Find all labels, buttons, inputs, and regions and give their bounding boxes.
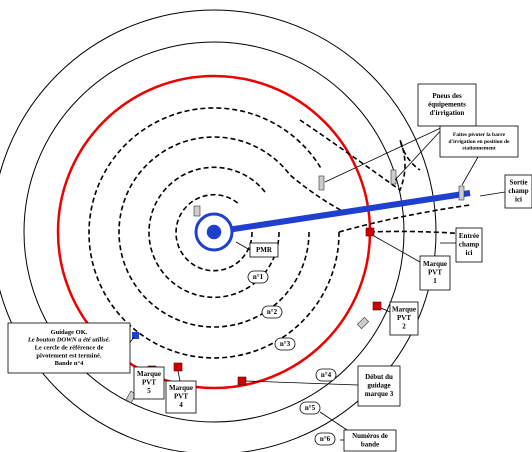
pivot-center (205, 223, 223, 241)
band-path (118, 136, 351, 328)
reference-mark (132, 332, 139, 339)
band-label-box (314, 432, 336, 446)
callout-text: ici (515, 196, 522, 204)
callout-text: 5 (147, 387, 151, 395)
callout-text: Début du (365, 373, 393, 381)
callout-text: Numéros de (352, 432, 388, 440)
callout-text: d'irrigation en position de (449, 139, 511, 145)
callout-text: champ (508, 187, 528, 195)
callout-text: Pneus des (432, 92, 462, 100)
pvt-mark (173, 362, 183, 372)
pmr-box (249, 242, 279, 258)
callout-box (417, 83, 477, 127)
leader-line (394, 125, 446, 181)
callout-box (389, 301, 419, 336)
leader-line (461, 156, 479, 186)
pvt-mark (372, 301, 382, 311)
tyre (318, 175, 325, 191)
band-path (88, 107, 340, 359)
pvt-mark (365, 227, 375, 237)
callout-box (165, 380, 197, 414)
band-path (175, 193, 253, 272)
callout-text: Guidage OK. (51, 329, 88, 336)
labels: PMR n°1 n°2 n°3 n°4 n°5 n°6 Pneus deséquipement… (7, 83, 532, 452)
band-label: n°5 (305, 404, 316, 412)
callout-text: guidage (367, 382, 390, 390)
callout-box (133, 366, 165, 400)
callout-text: marque 3 (365, 390, 394, 398)
pmr-label: PMR (256, 246, 273, 254)
callout-text: Marque (169, 384, 193, 392)
callout-box (439, 125, 519, 158)
band-label-box (274, 337, 296, 351)
leader-line (479, 191, 506, 197)
callout-text: champ (459, 241, 479, 249)
tractor (125, 390, 137, 404)
callout-text: Entrée (459, 232, 479, 240)
callout-text: stationnement (462, 145, 495, 151)
leader-line (373, 235, 421, 263)
band-label: n°3 (280, 340, 291, 348)
leader-lines (127, 125, 506, 441)
tractor (356, 316, 370, 330)
band-label: n°4 (321, 371, 332, 379)
callout-text: d'irrigation (430, 109, 465, 117)
callout-text: Le cercle de référence de (35, 344, 104, 351)
callout-text: Marque (392, 306, 416, 314)
band-label-box (261, 305, 283, 319)
irrigation-bar (213, 190, 471, 235)
callout-box (343, 429, 397, 452)
callout-text: Le bouton DOWN a été utilisé. (27, 337, 111, 344)
callout-text: Faites pivoter la barre (453, 132, 506, 138)
callout-text: Sortie (510, 179, 528, 187)
band-label: n°2 (267, 308, 278, 316)
leader-line (177, 370, 181, 382)
callout-box (455, 227, 483, 263)
callout-text: bande (361, 440, 379, 448)
callout-text: pivotement est terminé. (36, 352, 102, 359)
band-label: n°1 (253, 273, 264, 281)
band-path (338, 204, 471, 233)
pvt-mark (237, 376, 247, 386)
callout-text: 1 (433, 277, 437, 285)
callout-box (419, 255, 451, 291)
tractors (125, 169, 465, 404)
callout-box (504, 174, 532, 209)
band-label: n°6 (320, 435, 331, 443)
callout-text: PVT (397, 314, 411, 322)
leader-line (245, 380, 359, 386)
callout-text: Marque (423, 260, 447, 268)
callout-text: 2 (402, 323, 406, 331)
band-label-box (299, 401, 321, 415)
leader-line (380, 307, 391, 313)
tyre (390, 169, 397, 185)
callout-text: Marque (137, 370, 161, 378)
callout-text: Bande n°4 (55, 360, 85, 367)
callout-text: équipements (428, 101, 466, 109)
leader-line (319, 411, 351, 433)
leader-line (235, 241, 251, 251)
band-label-box (247, 270, 269, 284)
band-label-box (315, 368, 337, 382)
callout-text: PVT (428, 269, 442, 277)
tyre (458, 185, 465, 201)
band-path (299, 119, 421, 192)
callout-box (357, 365, 401, 407)
callout-box (7, 322, 131, 374)
callout-text: PVT (142, 379, 156, 387)
leader-line (324, 125, 446, 183)
callout-text: PVT (174, 393, 188, 401)
tractor (193, 205, 201, 217)
callout-text: 4 (179, 401, 183, 409)
callout-text: ici (466, 249, 473, 257)
